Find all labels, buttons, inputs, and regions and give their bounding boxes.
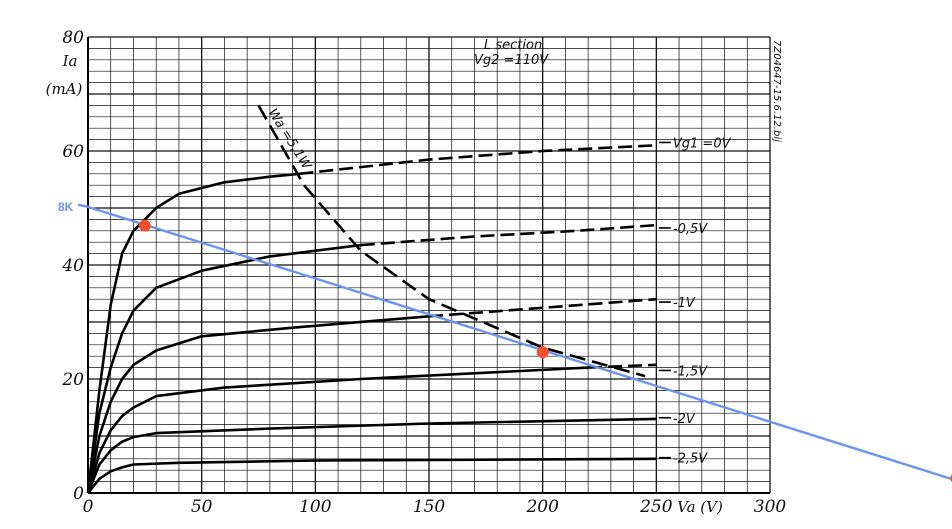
load-line-overlay: 8K [58,200,952,483]
plate-curve-dashed-2 [428,297,657,318]
plate-curve-dashed-1 [360,223,657,247]
plate-curve-solid-5 [86,457,657,494]
plate-curve-solid-1 [86,243,361,494]
curve-label: -1,5V [673,364,708,379]
note-line-2: Vg2 =110V [474,53,549,68]
y-tick-label: 80 [62,28,84,48]
x-tick-label: 150 [413,497,446,517]
grid [87,36,771,494]
y-axis-title-line-2: (mA) [46,80,83,98]
x-tick-label: 200 [525,497,559,517]
plate-curve-solid-4 [86,417,657,494]
note-line-1: L section [484,38,542,53]
curve-label: Vg1 =0V [673,136,732,151]
plate-curve-solid-3 [86,366,589,494]
curve-label: -2V [673,412,696,427]
y-axis-title-line-1: Ia [62,52,78,70]
y-tick-label: 0 [73,484,84,504]
curve-label: -1V [673,296,696,311]
plate-curves [86,104,657,494]
x-tick-label: 250 [639,497,673,517]
x-tick-label: 0 [83,497,94,517]
curve-label: -2,5V [673,452,708,467]
dissipation-curve [257,104,646,378]
load-line-label: 8K [58,200,74,214]
load-line [87,205,952,481]
plate-curve-solid-2 [86,315,430,494]
axes: 0 50 100 150 200 250 300 0 20 40 60 80 [61,28,786,517]
y-tick-label: 20 [61,370,84,390]
x-tick-label: 100 [299,497,332,517]
x-tick-label: 300 [754,497,787,517]
plate-curve-dashed-0 [299,144,657,176]
curve-label: -0,5V [673,222,708,237]
side-code: 7Z04647-15.6.12.bij [771,40,782,142]
plate-curve-solid-0 [86,172,300,494]
y-tick-label: 60 [62,142,84,162]
operating-point-marker-0 [138,219,151,232]
y-tick-label: 40 [61,256,84,276]
x-axis-title: Va (V) [677,498,723,516]
operating-point-marker-1 [536,346,549,359]
load-line-stub [77,203,89,209]
x-tick-label: 50 [191,497,213,517]
